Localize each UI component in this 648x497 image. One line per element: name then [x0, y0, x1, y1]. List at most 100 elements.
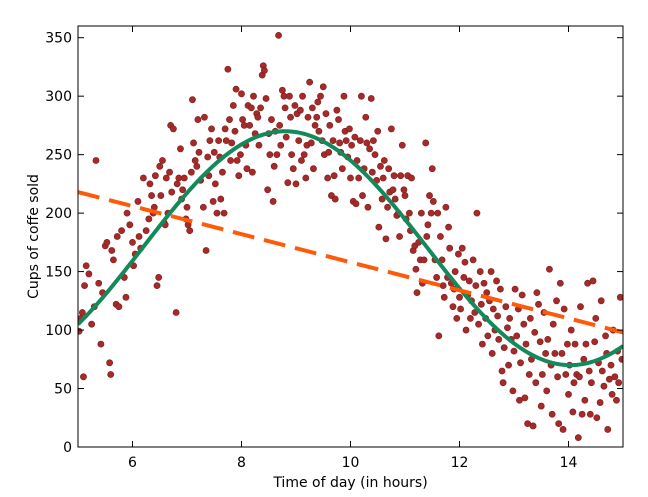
scatter-point [368, 168, 376, 176]
scatter-point [204, 153, 212, 161]
scatter-point [473, 209, 481, 217]
scatter-point [295, 137, 303, 145]
scatter-point [536, 338, 544, 346]
scatter-point [135, 233, 143, 240]
scatter-point [405, 209, 413, 217]
scatter-point [592, 314, 600, 322]
scatter-point [306, 78, 314, 86]
scatter-point [219, 168, 226, 176]
scatter-point [559, 426, 567, 433]
scatter-point [85, 270, 93, 278]
scatter-point [535, 300, 542, 308]
scatter-point [317, 92, 324, 100]
scatter-point [172, 309, 180, 316]
scatter-point [122, 293, 130, 301]
scatter-point [500, 344, 508, 351]
scatter-point [108, 247, 116, 254]
scatter-point [417, 209, 425, 217]
scatter-point [475, 320, 482, 328]
scatter-point [462, 326, 470, 334]
scatter-point [608, 390, 616, 398]
x-tick-label: 8 [237, 455, 246, 471]
scatter-points [78, 31, 623, 442]
scatter-point [380, 157, 388, 164]
y-axis-label: Cups of coffe sold [26, 174, 42, 299]
plot-area [78, 26, 623, 447]
y-tick-label: 150 [45, 265, 72, 281]
scatter-point [255, 141, 263, 149]
scatter-point [145, 215, 153, 223]
scatter-point [607, 361, 615, 369]
y-tick-label: 200 [45, 206, 72, 222]
scatter-point [288, 151, 296, 159]
scatter-point [231, 127, 239, 135]
scatter-point [542, 350, 550, 357]
scatter-point [296, 106, 304, 114]
scatter-point [571, 340, 579, 348]
scatter-point [146, 180, 154, 188]
scatter-point [423, 233, 431, 240]
scatter-point [374, 127, 382, 135]
scatter-point [224, 65, 232, 73]
scatter-point [118, 227, 125, 235]
scatter-point [385, 165, 393, 173]
y-axis-ticks: 0 50 100 150 200 250 300 350 [45, 31, 623, 456]
scatter-point [586, 410, 594, 418]
scatter-point [82, 262, 90, 270]
scatter-point [106, 359, 114, 367]
scatter-point [287, 113, 294, 121]
scatter-point [618, 355, 623, 363]
scatter-point [478, 340, 486, 348]
scatter-point [250, 92, 257, 100]
scatter-point [440, 293, 448, 301]
scatter-point [389, 186, 397, 194]
scatter-point [602, 332, 609, 340]
scatter-point [166, 168, 173, 176]
scatter-point [187, 168, 195, 176]
scatter-point [589, 277, 597, 285]
scatter-point [576, 373, 583, 381]
scatter-point [310, 165, 317, 173]
scatter-point [556, 279, 564, 287]
y-tick-label: 250 [45, 148, 72, 164]
scatter-point [434, 209, 442, 217]
scatter-point [424, 221, 432, 229]
scatter-point [308, 104, 316, 112]
scatter-point [371, 151, 379, 159]
scatter-point [598, 367, 606, 375]
scatter-point [292, 180, 300, 188]
scatter-point [307, 139, 315, 147]
scatter-point [510, 347, 518, 355]
scatter-point [338, 165, 346, 173]
scatter-point [377, 162, 384, 170]
scatter-point [451, 268, 459, 275]
scatter-point [113, 233, 121, 240]
scatter-point [577, 303, 584, 311]
scatter-point [537, 402, 545, 410]
model-curve [78, 129, 623, 368]
scatter-point [494, 312, 502, 320]
scatter-point [387, 125, 395, 133]
scatter-point [331, 195, 339, 203]
scatter-point [384, 203, 391, 211]
scatter-point [281, 104, 289, 112]
scatter-point [97, 340, 105, 348]
scatter-point [314, 98, 322, 106]
scatter-point [126, 221, 134, 229]
scatter-point [587, 379, 595, 387]
x-axis-label: Time of day (in hours) [272, 475, 427, 491]
scatter-point [428, 165, 436, 173]
scatter-point [243, 165, 251, 173]
scatter-point [80, 373, 87, 381]
scatter-point [398, 141, 406, 149]
scatter-point [456, 293, 463, 301]
scatter-point [457, 305, 464, 313]
scatter-point [382, 235, 390, 243]
scatter-point [193, 162, 201, 170]
scatter-point [445, 223, 452, 231]
scatter-point [191, 157, 199, 164]
scatter-point [129, 238, 136, 246]
scatter-point [505, 361, 512, 369]
scatter-point [600, 382, 608, 390]
